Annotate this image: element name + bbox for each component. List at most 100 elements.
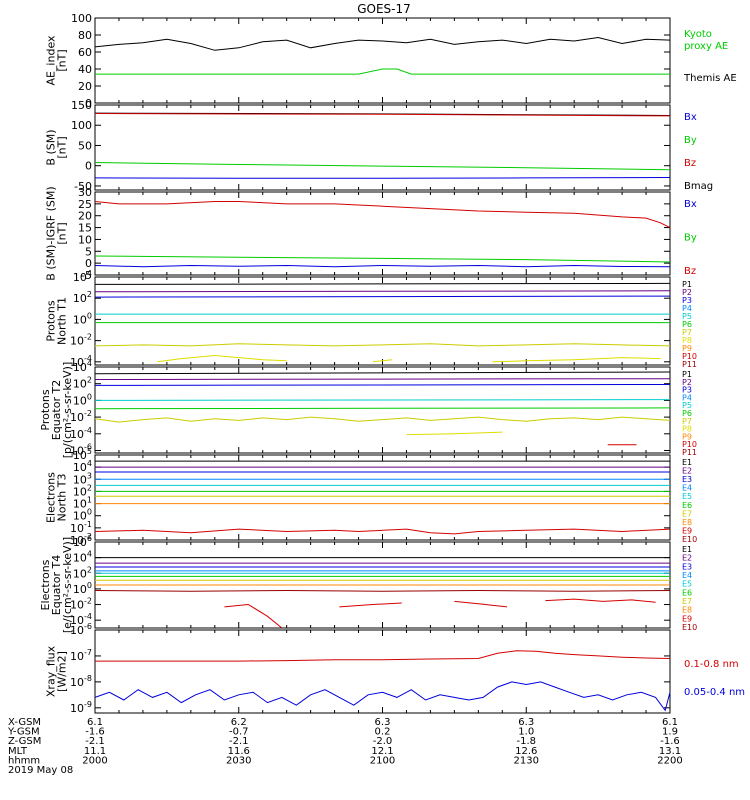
legend-entry: P11 <box>682 360 697 369</box>
y-tick-label: 104 <box>73 359 92 374</box>
y-axis-label: Protons <box>39 389 52 430</box>
row-value: 6.1 <box>87 717 103 728</box>
series-line <box>94 416 671 423</box>
panel-frame <box>94 454 671 541</box>
legend-entry: P3 <box>682 386 692 395</box>
row-value: -1.6 <box>660 736 680 747</box>
legend-entry: By <box>684 233 697 244</box>
series-line <box>94 255 671 263</box>
legend-entry: P4 <box>682 304 692 313</box>
panel-frame <box>94 191 671 276</box>
row-value: 2100 <box>370 755 395 766</box>
y-tick-label: 100 <box>73 311 92 326</box>
series-line <box>94 201 671 229</box>
row-value: 2030 <box>226 755 251 766</box>
y-tick-label: 10-6 <box>70 622 92 637</box>
series-line <box>94 589 671 592</box>
legend-entry: Bz <box>684 266 696 277</box>
series-line <box>454 600 508 608</box>
row-value: -0.7 <box>229 727 249 738</box>
y-tick-label: 100 <box>71 12 92 25</box>
legend-entry: E3 <box>682 562 692 571</box>
row-value: 11.1 <box>84 746 106 757</box>
y-tick-label: 50 <box>78 139 92 152</box>
legend-entry: E8 <box>682 606 692 615</box>
row-value: -2.0 <box>373 736 393 747</box>
row-value: -2.1 <box>229 736 249 747</box>
y-tick-label: 10-8 <box>70 674 92 689</box>
legend-entry: E10 <box>682 535 697 544</box>
legend-entry: proxy AE <box>684 41 728 52</box>
legend-entry: E3 <box>682 475 692 484</box>
legend-entry: By <box>684 135 697 146</box>
series-line <box>94 371 671 375</box>
y-tick-label: 10-2 <box>70 333 92 348</box>
date-label: 2019 May 08 <box>8 765 73 776</box>
y-tick-label: 102 <box>73 290 92 305</box>
legend-entry: P2 <box>682 288 692 297</box>
series-line <box>94 384 671 386</box>
series-line <box>94 290 671 293</box>
legend-entry: E5 <box>682 492 692 501</box>
y-tick-label: 30 <box>78 186 92 199</box>
y-axis-label: [nT] <box>56 222 69 244</box>
y-tick-label: 100 <box>73 581 92 596</box>
legend-entry: E7 <box>682 597 692 606</box>
y-tick-label: 80 <box>78 29 92 42</box>
y-tick-label: 20 <box>78 80 92 93</box>
panel-frame <box>94 17 671 104</box>
legend-entry: E2 <box>682 467 692 476</box>
legend-entry: E4 <box>682 484 692 493</box>
legend-entry: P4 <box>682 393 692 402</box>
legend-entry: P1 <box>682 370 692 379</box>
y-axis-label: [p/(cm²-s-sr-keV)] <box>61 362 74 459</box>
legend-entry: Kyoto <box>684 29 712 40</box>
legend-entry: P5 <box>682 401 692 410</box>
y-tick-label: 100 <box>71 119 92 132</box>
y-axis-label: [W/m2] <box>56 651 69 692</box>
row-value: 2130 <box>514 755 539 766</box>
y-tick-label: 0 <box>85 160 92 173</box>
y-axis-label: B (SM)-IGRF (SM) <box>45 186 58 280</box>
series-line <box>492 357 661 363</box>
series-line <box>339 602 402 608</box>
y-axis-label: North T3 <box>56 474 69 522</box>
ephemeris-table: X-GSM 6.1 6.2 6.3 6.3 6.1 Y-GSM -1.6 -0.7 0.2 1.0 1… <box>7 717 683 776</box>
y-tick-label: 15 <box>78 222 92 235</box>
legend-entry: E6 <box>682 501 692 510</box>
row-value: 6.1 <box>662 717 678 728</box>
y-tick-label: -50 <box>74 180 92 193</box>
series-line <box>94 36 671 51</box>
row-value: 6.3 <box>518 717 534 728</box>
row-value: 0.2 <box>375 727 391 738</box>
legend-entry: P3 <box>682 296 692 305</box>
series-line <box>94 295 671 298</box>
y-axis-label: Equator T2 <box>50 380 63 440</box>
panel-frame <box>94 366 671 454</box>
legend-entry: E8 <box>682 518 692 527</box>
y-tick-label: 104 <box>73 550 92 565</box>
legend-entry: 0.05-0.4 nm <box>684 687 745 698</box>
y-tick-label: 25 <box>78 198 92 211</box>
legend-entry: P5 <box>682 312 692 321</box>
series-line <box>95 68 670 75</box>
panel-5: 10-210-1100101102103104105ElectronsNorth… <box>45 447 698 547</box>
series-line <box>94 343 671 347</box>
row-value: 1.9 <box>662 727 678 738</box>
legend-entry: E7 <box>682 509 692 518</box>
row-value: -1.8 <box>516 736 536 747</box>
y-axis-label: AE_index <box>45 35 58 86</box>
y-axis-label: Electrons <box>45 472 58 523</box>
series-line <box>95 650 671 662</box>
legend-entry: E1 <box>682 545 692 554</box>
series-line <box>94 378 671 380</box>
row-value: 2000 <box>82 755 107 766</box>
y-axis-label: [nT] <box>56 136 69 158</box>
legend-entry: P9 <box>682 344 692 353</box>
legend-entry: 0.1-0.8 nm <box>684 659 739 670</box>
legend-entry: E6 <box>682 588 692 597</box>
